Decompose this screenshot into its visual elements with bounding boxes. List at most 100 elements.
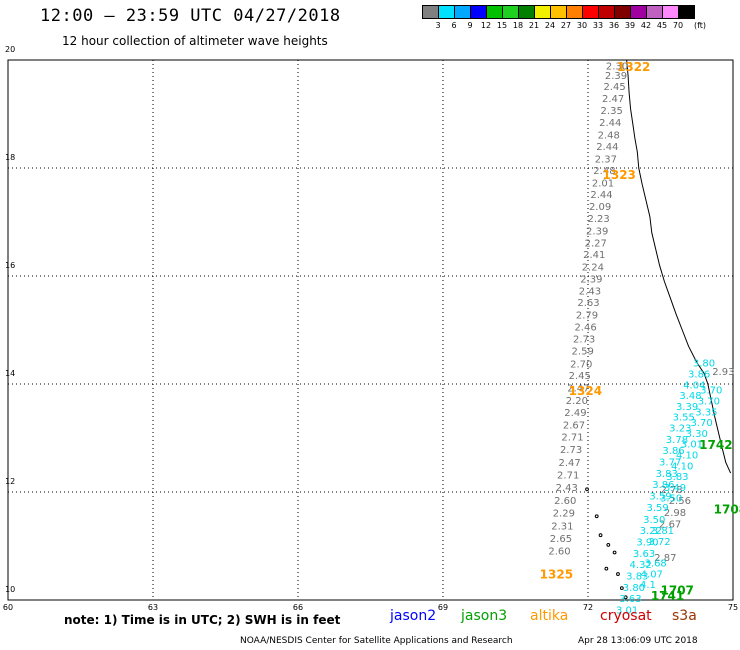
swh-label-cyan: 3.59 [649,492,671,503]
scale-label: 39 [624,21,636,30]
island-marker [616,572,620,576]
swh-label-cyan: 3.63 [633,549,655,560]
swh-label-gray: 2.30 [606,62,628,73]
scale-label: (ft) [693,21,707,30]
y-tick-label: 18 [5,153,16,162]
swh-label-cyan: 4.32 [630,560,652,571]
swh-label-cyan: 4.10 [676,451,698,462]
swh-label-gray: 2.65 [550,534,572,545]
swh-label-gray: 2.70 [570,359,592,370]
swh-label-gray: 2.01 [592,178,614,189]
swh-label-cyan: 3.35 [695,407,717,418]
pass-id-label: 1742 [699,438,732,452]
swh-label-gray: 2.37 [595,155,617,166]
swh-label-cyan: 3.83 [656,469,678,480]
pass-id-label: 1323 [603,168,636,182]
swh-label-cyan: 3.01 [616,606,638,617]
swh-label-gray: 2.24 [582,263,604,274]
swh-label-gray: 2.44 [599,118,621,129]
y-tick-label: 12 [5,477,16,486]
swh-label-gray: 2.63 [577,298,599,309]
color-scale-labels: 3 6 9 12 15 18 21 24 27 30 33 36 39 42 45 70 (ft) [422,21,740,33]
swh-label-cyan: 3.72 [648,537,670,548]
scale-label: 12 [480,21,492,30]
swh-label-cyan: 4.07 [641,569,663,580]
swh-label-gray: 2.39 [605,71,627,82]
swh-label-gray: 2.23 [588,214,610,225]
page-title: 12:00 – 23:59 UTC 04/27/2018 [40,6,341,26]
swh-label-cyan: 4.1 [640,580,656,591]
swh-label-cyan: 3.59 [646,503,668,514]
swh-label-gray: 2.79 [576,311,598,322]
units-note: note: 1) Time is in UTC; 2) SWH is in fe… [64,613,341,627]
swh-label-gray: 2.35 [601,106,623,117]
swh-label-gray: 2.47 [602,94,624,105]
swh-label-gray: 2.98 [664,508,686,519]
swh-label-gray: 2.09 [589,202,611,213]
swh-label-cyan: 3.23 [669,424,691,435]
swh-label-gray: 2.60 [554,496,576,507]
map-frame [7,59,734,601]
swh-label-cyan: 3.39 [676,402,698,413]
y-tick-label: 10 [5,585,16,594]
scale-label: 24 [544,21,556,30]
swh-label-gray: 2.87 [654,553,676,564]
swh-label-gray: 2.27 [585,238,607,249]
swh-label-cyan: 3.70 [698,397,720,408]
island-marker [604,566,609,571]
x-tick-label: 69 [437,603,449,612]
scale-label: 3 [435,21,441,30]
scale-label: 45 [656,21,668,30]
island-marker [598,533,603,538]
swh-label-cyan: 3.70 [700,386,722,397]
swh-label-cyan: 3.49 [664,483,686,494]
swh-label-gray: 2.71 [557,471,579,482]
page-subtitle: 12 hour collection of altimeter wave hei… [62,34,328,48]
swh-label-gray: 2.59 [572,346,594,357]
scale-label: 30 [576,21,588,30]
swh-label-gray: 2.73 [573,334,595,345]
swh-label-gray: 2.20 [566,396,588,407]
swh-label-gray: 2.48 [598,130,620,141]
swh-label-cyan: 3.77 [659,458,681,469]
swh-label-gray: 2.44 [590,190,612,201]
swh-label-gray: 2.67 [563,420,585,431]
swh-label-cyan: 4.10 [671,461,693,472]
scale-label: 70 [672,21,684,30]
pass-id-label: 1322 [617,60,650,74]
pass-id-label: 1708 [714,503,740,517]
legend-altika: altika [530,608,569,624]
swh-label-cyan: 3.86 [652,480,674,491]
legend-jason2: jason2 [390,608,437,624]
swh-label-gray: 2.93 [712,367,734,378]
swh-label-gray: 2.45 [569,371,591,382]
island-marker [585,487,589,492]
swh-label-cyan: 3.86 [662,446,684,457]
x-tick-label: 63 [147,603,159,612]
scale-label: 21 [528,21,540,30]
swh-label-gray: 2.49 [564,408,586,419]
swh-label-gray: 2.56 [669,496,691,507]
scale-label: 36 [608,21,620,30]
swh-label-gray: 2.47 [559,458,581,469]
scale-label: 27 [560,21,572,30]
x-tick-label: 66 [292,603,304,612]
x-tick-label: 75 [727,603,739,612]
swh-label-cyan: 3.01 [681,440,703,451]
scale-label: 18 [512,21,524,30]
swh-label-gray: 2.71 [561,433,583,444]
swh-label-cyan: 3.50 [660,494,682,505]
swh-label-gray: 2.48 [593,166,615,177]
swh-label-gray: 2.29 [553,508,575,519]
swh-label-gray: 2.67 [659,520,681,531]
swh-label-gray: 2.41 [583,250,605,261]
island-marker [619,586,624,591]
legend-s3a: s3a [672,608,697,624]
legend-jason3: jason3 [461,608,508,624]
timestamp-text: Apr 28 13:06:09 UTC 2018 [578,636,698,646]
swh-label-cyan: 3.90 [636,537,658,548]
x-tick-label: 72 [582,603,594,612]
pass-id-label: 1325 [540,567,573,581]
